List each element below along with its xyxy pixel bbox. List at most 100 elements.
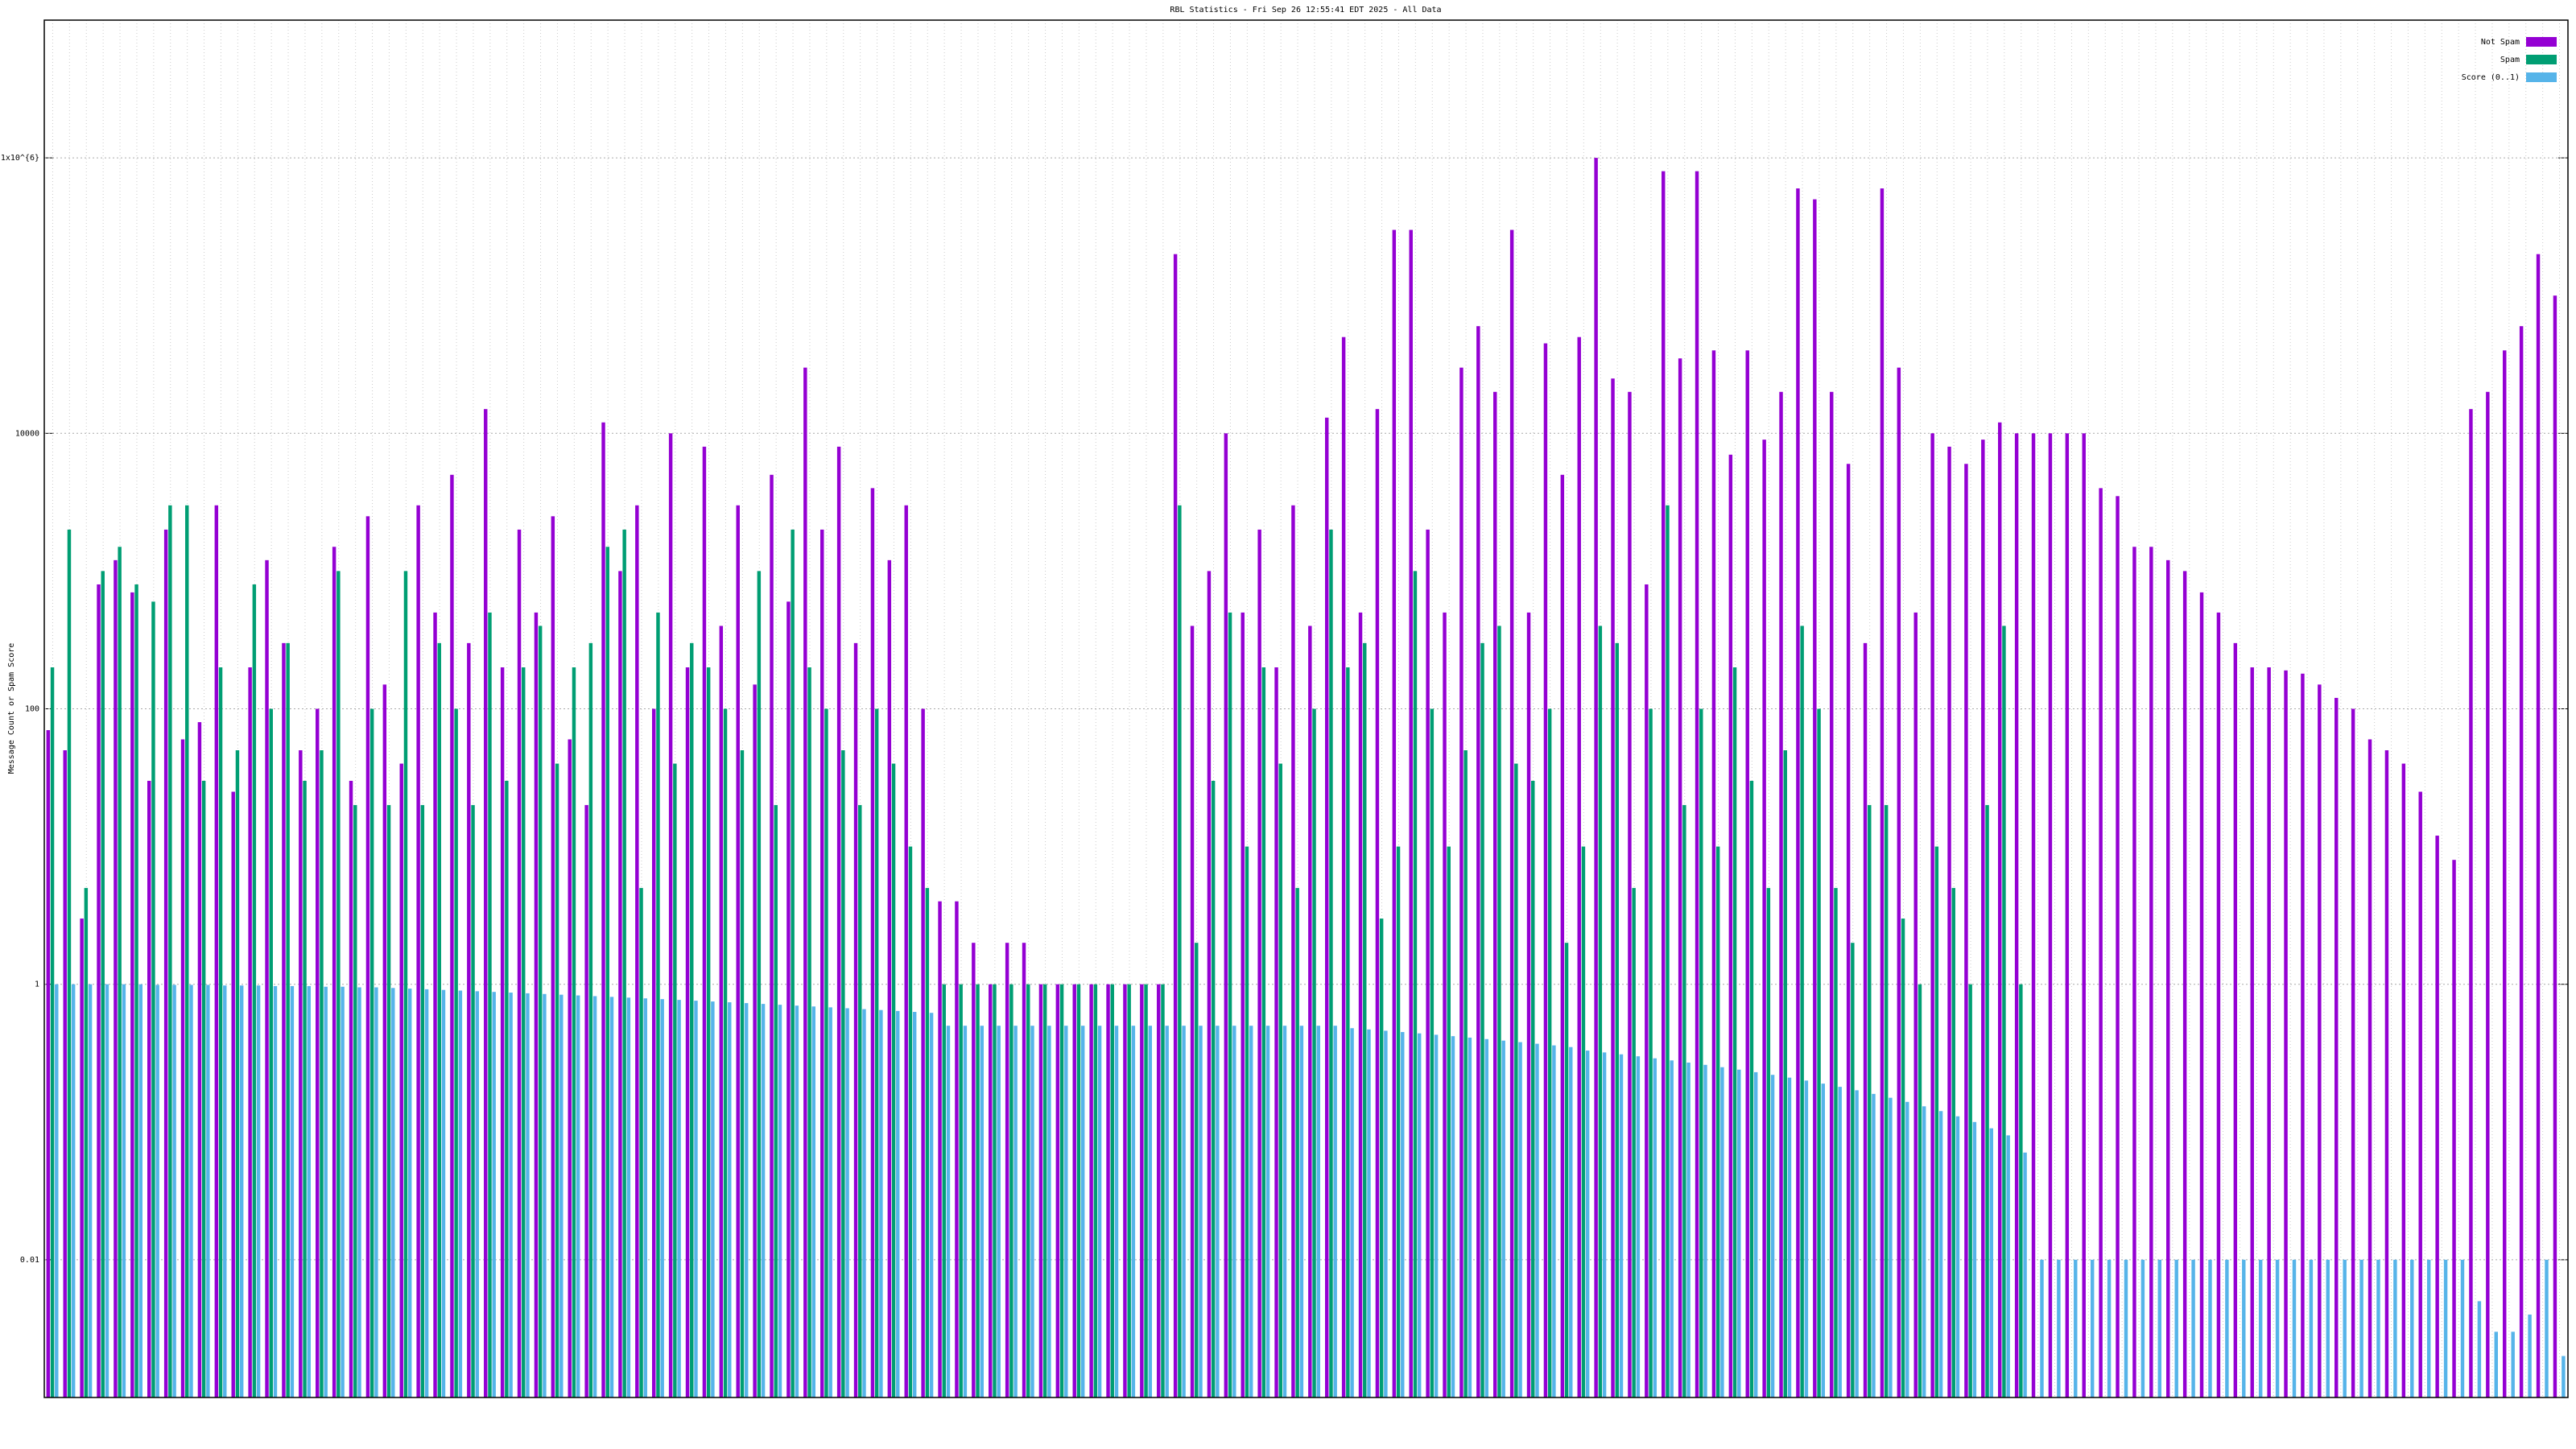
bar bbox=[1480, 642, 1484, 1397]
bar bbox=[214, 505, 219, 1397]
bar bbox=[134, 584, 138, 1397]
bar bbox=[1030, 1026, 1034, 1397]
bar bbox=[147, 780, 151, 1397]
bar bbox=[2090, 1259, 2095, 1397]
bar bbox=[1089, 984, 1093, 1397]
bar bbox=[1413, 571, 1418, 1397]
bar bbox=[316, 708, 320, 1397]
bar bbox=[185, 505, 189, 1397]
plot-frame bbox=[43, 19, 2569, 1398]
bar bbox=[433, 612, 437, 1397]
bar bbox=[1182, 1026, 1186, 1397]
bar bbox=[1901, 919, 1905, 1397]
bar bbox=[635, 505, 639, 1397]
bar bbox=[2014, 433, 2019, 1397]
bar bbox=[1463, 750, 1468, 1397]
bar bbox=[163, 529, 168, 1397]
bar bbox=[753, 684, 757, 1397]
bar bbox=[1518, 1042, 1522, 1397]
bar bbox=[719, 625, 724, 1397]
bar bbox=[736, 505, 740, 1397]
bar bbox=[807, 667, 811, 1397]
bar bbox=[938, 901, 942, 1397]
bar bbox=[286, 642, 290, 1397]
bar bbox=[1468, 1037, 1472, 1397]
bar bbox=[929, 1013, 934, 1397]
bar bbox=[84, 888, 89, 1397]
bar bbox=[155, 985, 159, 1397]
bar bbox=[1093, 984, 1098, 1397]
bar bbox=[189, 985, 193, 1397]
bar bbox=[1846, 464, 1851, 1397]
bar bbox=[1009, 984, 1013, 1397]
bar bbox=[1666, 505, 1670, 1397]
bar bbox=[1699, 708, 1703, 1397]
bar bbox=[475, 991, 480, 1397]
bar bbox=[1863, 642, 1868, 1397]
bar bbox=[921, 708, 925, 1397]
bar bbox=[643, 998, 648, 1397]
bar bbox=[1615, 642, 1619, 1397]
bar bbox=[50, 667, 55, 1397]
bar bbox=[576, 995, 580, 1397]
bar bbox=[369, 708, 374, 1397]
bar bbox=[559, 994, 564, 1397]
bar bbox=[223, 985, 227, 1397]
bar bbox=[420, 805, 425, 1397]
bar bbox=[1341, 336, 1346, 1397]
bar bbox=[1228, 612, 1232, 1397]
bar bbox=[668, 433, 673, 1397]
bar bbox=[2494, 1331, 2499, 1397]
bar bbox=[105, 984, 109, 1397]
bar bbox=[1783, 750, 1787, 1397]
bar bbox=[2023, 1152, 2027, 1397]
bar bbox=[403, 571, 408, 1397]
bar bbox=[1787, 1077, 1792, 1397]
bar bbox=[1905, 1101, 1909, 1397]
bar bbox=[2384, 750, 2389, 1397]
bar bbox=[88, 984, 93, 1397]
bar bbox=[2562, 1356, 2566, 1397]
bar bbox=[1611, 378, 1615, 1398]
bar bbox=[2376, 1259, 2380, 1397]
bar bbox=[2511, 1331, 2515, 1397]
bar bbox=[1161, 984, 1165, 1397]
bar bbox=[711, 1001, 715, 1397]
bar bbox=[795, 1005, 799, 1397]
bar bbox=[1157, 984, 1161, 1397]
bar bbox=[2074, 1259, 2078, 1397]
bar bbox=[1072, 984, 1076, 1397]
bar bbox=[1889, 1097, 1893, 1397]
bar bbox=[1080, 1026, 1085, 1397]
bar bbox=[551, 516, 555, 1397]
bar bbox=[2225, 1259, 2229, 1397]
bar bbox=[471, 805, 475, 1397]
bar bbox=[1938, 1111, 1943, 1397]
bar bbox=[1514, 763, 1518, 1397]
bar bbox=[320, 750, 324, 1397]
bar bbox=[248, 667, 252, 1397]
bar bbox=[1295, 888, 1299, 1397]
bar bbox=[1770, 1075, 1775, 1397]
bar bbox=[1897, 367, 1901, 1397]
bar bbox=[879, 1009, 883, 1397]
bar bbox=[71, 984, 76, 1397]
bar bbox=[2242, 1259, 2246, 1397]
bar bbox=[925, 888, 930, 1397]
bar bbox=[1720, 1067, 1724, 1397]
bar bbox=[273, 985, 278, 1397]
bar bbox=[774, 805, 778, 1397]
bar bbox=[2124, 1259, 2128, 1397]
bar bbox=[1148, 1026, 1153, 1397]
bar bbox=[1396, 846, 1401, 1397]
bar bbox=[1257, 529, 1261, 1397]
bar bbox=[336, 571, 341, 1397]
bar bbox=[509, 993, 513, 1397]
bar bbox=[2275, 1259, 2280, 1397]
legend-label: Score (0..1) bbox=[2462, 73, 2520, 82]
bar bbox=[1972, 1121, 1977, 1397]
bar bbox=[1127, 984, 1131, 1397]
bar bbox=[874, 708, 879, 1397]
bar bbox=[1261, 667, 1266, 1397]
bar bbox=[505, 780, 509, 1397]
